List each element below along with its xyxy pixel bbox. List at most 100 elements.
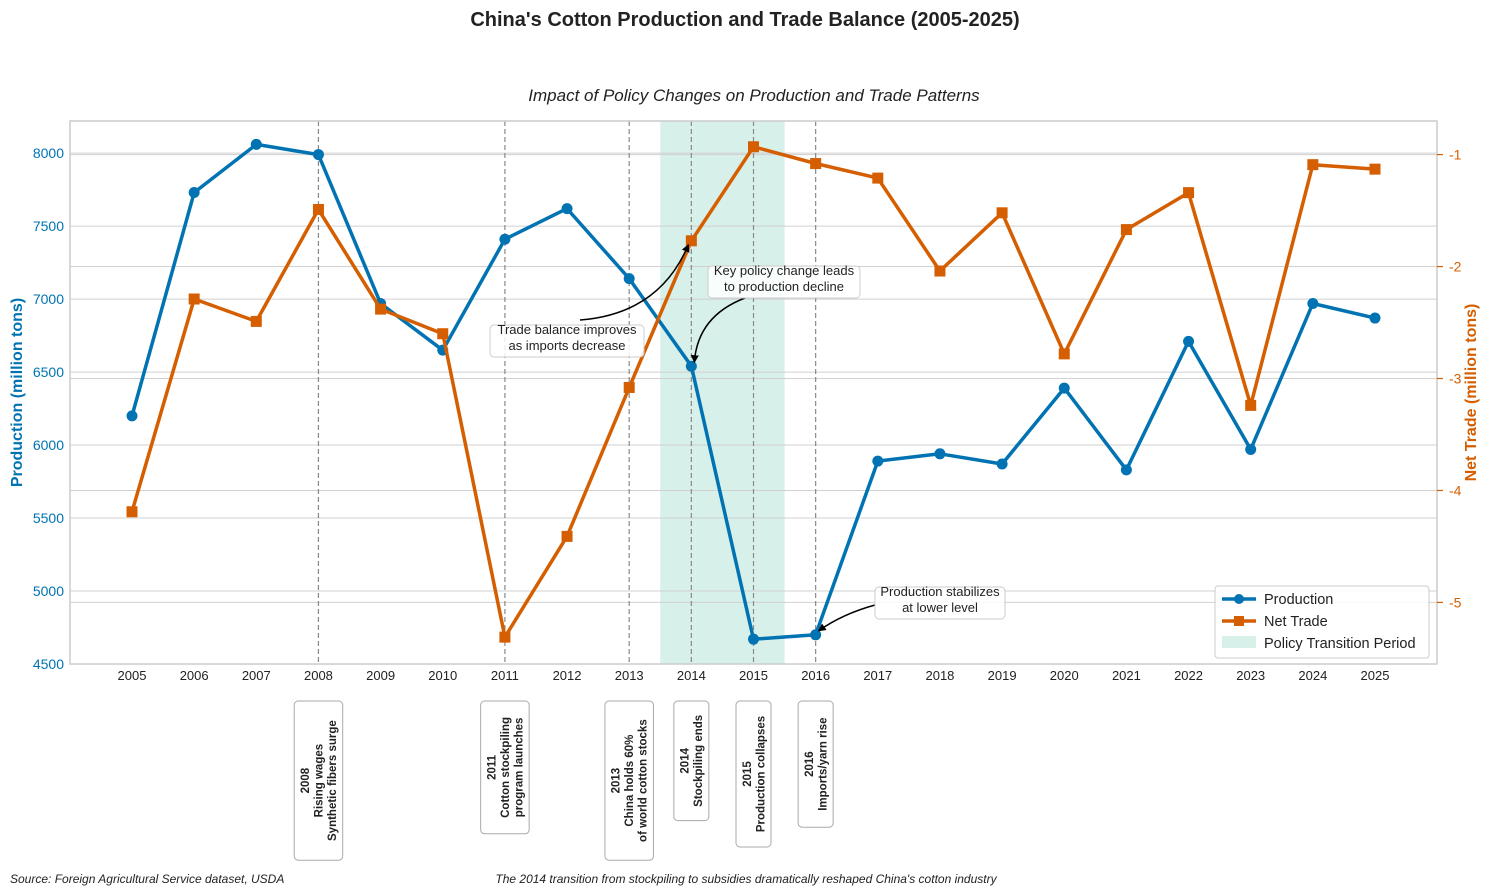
annotation-box	[489, 324, 645, 358]
annotation-text: as imports decrease	[508, 338, 625, 353]
event-label-text: 2015 Production collapses	[742, 716, 768, 832]
net-trade-point	[437, 328, 449, 340]
event-label-line: Imports/yarn rise	[817, 717, 829, 810]
net-trade-point	[375, 303, 387, 315]
x-tick-label: 2016	[801, 668, 830, 683]
annotation-text: to production decline	[724, 279, 844, 294]
event-label-box	[604, 700, 654, 861]
legend-label-net-trade: Net Trade	[1264, 614, 1328, 630]
annotation-text: at lower level	[902, 600, 978, 615]
event-label-2014: 2014 Stockpiling ends	[673, 700, 710, 822]
x-tick-label: 2023	[1236, 668, 1265, 683]
event-label-line: 2008	[300, 767, 312, 793]
event-label-text: 2016 Imports/yarn rise	[804, 717, 830, 810]
net-trade-point	[934, 265, 946, 277]
y2-axis-label: Net Trade (million tons)	[1463, 304, 1480, 482]
x-tick-label: 2019	[988, 668, 1017, 683]
annotation-text: Trade balance improves	[498, 322, 637, 337]
y2-tick-label: -4	[1449, 482, 1462, 498]
net-trade-point	[499, 631, 511, 643]
production-point	[1307, 297, 1319, 309]
x-tick-label: 2020	[1050, 668, 1079, 683]
y-tick-label: 7000	[33, 291, 64, 307]
net-trade-point	[1245, 399, 1257, 411]
x-tick-label: 2007	[242, 668, 271, 683]
y-tick-label: 7500	[33, 218, 64, 234]
production-point	[126, 410, 138, 422]
production-point	[188, 187, 200, 199]
legend-swatch-policy-transition	[1222, 636, 1256, 648]
event-label-line: China holds 60%	[624, 735, 636, 827]
event-label-2013: 2013 China holds 60% of world cotton stock…	[604, 700, 654, 861]
x-tick-label: 2018	[925, 668, 954, 683]
event-label-2016: 2016 Imports/yarn rise	[797, 700, 834, 828]
production-point	[1058, 382, 1070, 394]
net-trade-point	[996, 207, 1008, 219]
net-trade-point	[1120, 224, 1132, 236]
x-tick-label: 2014	[677, 668, 706, 683]
event-label-2015: 2015 Production collapses	[735, 700, 772, 848]
net-trade-point	[126, 506, 138, 518]
plot-frame	[69, 120, 1438, 665]
net-trade-point	[810, 158, 822, 170]
event-label-line: Stockpiling ends	[693, 715, 705, 807]
legend-label-production: Production	[1264, 592, 1333, 608]
net-trade-point	[1183, 187, 1195, 199]
annotation-text: Key policy change leads	[714, 263, 855, 278]
legend-marker-net-trade	[1234, 616, 1244, 626]
production-point	[561, 203, 573, 215]
event-label-line: 2014	[680, 747, 692, 773]
net-trade-point	[872, 172, 884, 184]
production-point	[499, 233, 511, 245]
net-trade-point	[1307, 159, 1319, 171]
event-label-2008: 2008 Rising wages Synthetic fibers surge	[293, 700, 344, 861]
event-label-line: program launches	[513, 718, 525, 818]
event-label-box	[797, 700, 834, 828]
production-point	[1245, 443, 1257, 455]
source-note: Source: Foreign Agricultural Service dat…	[10, 872, 284, 886]
annotation-box	[707, 265, 861, 299]
annotation-arrow	[579, 243, 690, 321]
x-tick-label: 2017	[863, 668, 892, 683]
event-label-box	[673, 700, 710, 822]
legend-label-policy-transition: Policy Transition Period	[1264, 636, 1416, 652]
event-label-text: 2011 Cotton stockpiling program launches	[486, 717, 525, 818]
y-tick-label: 8000	[33, 145, 64, 161]
x-tick-label: 2010	[428, 668, 457, 683]
y-tick-label: 4500	[33, 656, 64, 672]
event-label-line: 2016	[804, 751, 816, 777]
production-point	[250, 138, 262, 150]
annotation-text: Production stabilizes	[880, 584, 1000, 599]
net-trade-point	[250, 315, 262, 327]
event-label-line: 2013	[611, 768, 623, 794]
y-axis-label: Production (million tons)	[9, 298, 26, 487]
legend: Production Net Trade Policy Transition P…	[1214, 585, 1430, 659]
event-label-line: Production collapses	[755, 716, 767, 832]
x-tick-label: 2005	[118, 668, 147, 683]
production-point	[748, 633, 759, 645]
event-label-box	[735, 700, 772, 848]
event-label-line: Synthetic fibers surge	[327, 720, 339, 841]
net-trade-point	[1369, 163, 1381, 175]
event-label-text: 2014 Stockpiling ends	[680, 715, 706, 807]
production-point	[872, 455, 884, 467]
net-trade-point	[561, 530, 573, 542]
event-label-box	[480, 700, 530, 835]
event-label-text: 2013 China holds 60% of world cotton stock…	[611, 719, 650, 842]
net-trade-point	[188, 293, 200, 305]
event-label-line: Rising wages	[313, 744, 325, 818]
event-label-box	[293, 700, 344, 861]
event-label-line: of world cotton stocks	[638, 719, 650, 842]
y-tick-label: 6500	[33, 364, 64, 380]
net-trade-point	[623, 381, 635, 393]
x-tick-label: 2021	[1112, 668, 1141, 683]
event-label-2011: 2011 Cotton stockpiling program launches	[480, 700, 530, 835]
chart-subtitle: Impact of Policy Changes on Production a…	[528, 86, 980, 105]
legend-marker-production	[1234, 594, 1244, 604]
y-tick-label: 5500	[33, 510, 64, 526]
event-label-line: 2011	[486, 754, 498, 780]
